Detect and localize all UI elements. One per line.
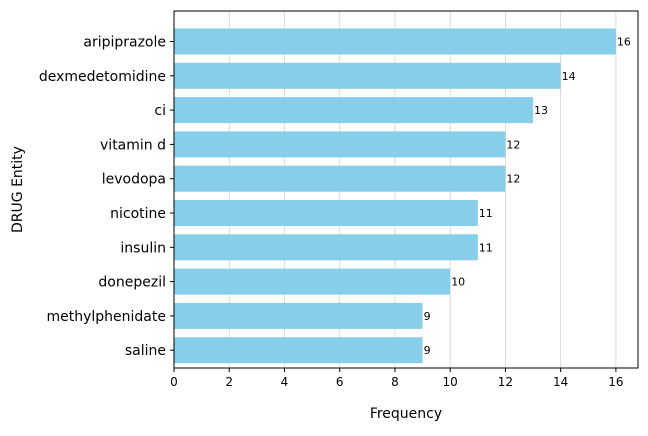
bar-vitamin-d (174, 131, 506, 158)
bar-aripiprazole (174, 28, 616, 55)
x-tick-label: 10 (443, 375, 458, 389)
bar-saline (174, 337, 423, 364)
data-label: 13 (534, 104, 548, 117)
y-tick-label: ci (154, 103, 166, 119)
data-label: 12 (506, 173, 520, 186)
data-label: 11 (479, 207, 493, 220)
y-tick-label: nicotine (110, 206, 166, 222)
bars (174, 28, 616, 364)
data-label: 16 (617, 36, 631, 49)
x-tick-label: 6 (336, 375, 344, 389)
bar-levodopa (174, 165, 506, 192)
y-axis-ticks: aripiprazole dexmedetomidine ci vitamin d le… (39, 35, 174, 359)
bar-donepezil (174, 268, 451, 295)
x-tick-label: 4 (281, 375, 289, 389)
y-tick-label: methylphenidate (47, 309, 167, 325)
x-tick-label: 0 (170, 375, 178, 389)
x-tick-label: 12 (498, 375, 513, 389)
bar-methylphenidate (174, 302, 423, 329)
y-tick-label: donepezil (98, 275, 166, 291)
y-tick-label: aripiprazole (83, 35, 166, 51)
data-label: 9 (424, 344, 431, 357)
data-label: 11 (479, 241, 493, 254)
bar-nicotine (174, 200, 478, 226)
x-tick-label: 2 (225, 375, 233, 389)
data-label: 14 (562, 70, 576, 83)
x-axis-ticks: 0 2 4 6 8 10 12 14 16 (170, 368, 624, 389)
x-axis-title: Frequency (370, 406, 442, 422)
data-label: 12 (506, 138, 520, 151)
y-tick-label: vitamin d (100, 137, 166, 153)
x-tick-label: 16 (608, 375, 623, 389)
bar-ci (174, 97, 534, 124)
data-label: 9 (424, 310, 431, 323)
y-tick-label: insulin (120, 240, 166, 256)
y-tick-label: saline (125, 343, 166, 359)
bar-dexmedetomidine (174, 62, 561, 89)
plot-frame (173, 10, 639, 369)
data-labels: 16 14 13 12 12 11 11 10 9 9 (424, 36, 631, 358)
bar-insulin (174, 234, 478, 261)
y-tick-label: levodopa (102, 172, 166, 188)
x-tick-label: 14 (553, 375, 568, 389)
x-tick-label: 8 (391, 375, 399, 389)
y-axis-title: DRUG Entity (10, 146, 26, 233)
data-label: 10 (451, 276, 465, 289)
y-tick-label: dexmedetomidine (39, 69, 166, 85)
